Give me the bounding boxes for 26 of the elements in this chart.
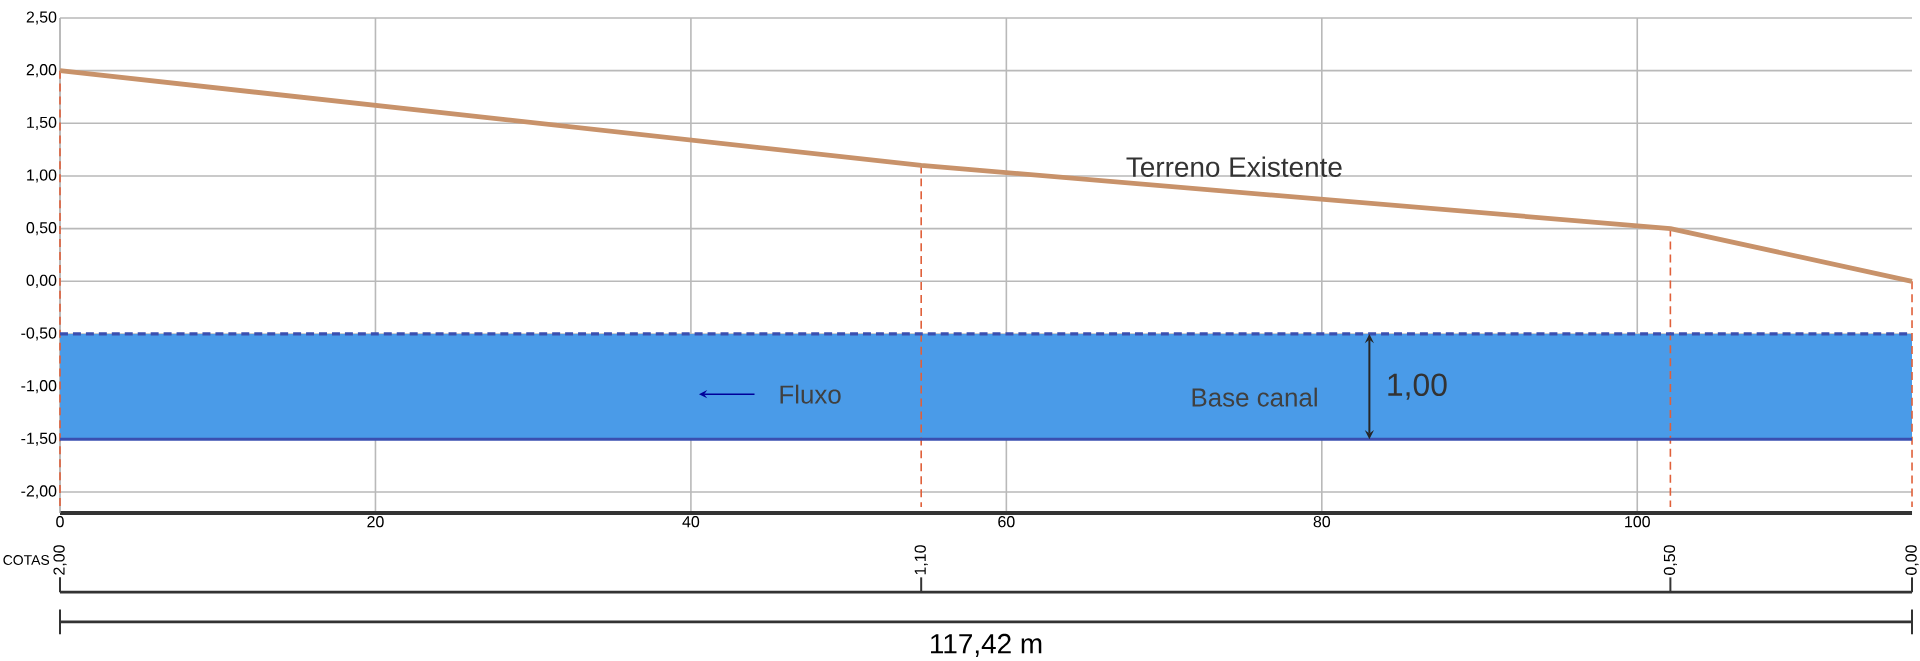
x-tick-label: 100 (1625, 516, 1650, 528)
series-label: Terreno Existente (1126, 156, 1342, 177)
line-series (57, 68, 1915, 284)
y-tick-label: 2,50 (26, 11, 57, 25)
band-label: Base canal (1192, 387, 1317, 407)
x-tick-label: 0 (56, 516, 64, 528)
annotation: 1,00 (1388, 373, 1447, 400)
text: 117,42 m (931, 633, 1042, 657)
y-tick-label: 0,50 (26, 222, 57, 236)
x-tick-label: 60 (998, 516, 1015, 528)
text: 1,10 (914, 545, 928, 575)
y-tick-label: 1,50 (27, 116, 57, 130)
text: 0,00 (1905, 545, 1919, 575)
y-tick-label: 2,00 (26, 64, 57, 78)
y-tick-label: -1,00 (21, 380, 57, 394)
text: 0,50 (1663, 545, 1677, 575)
x-tick-label: 80 (1313, 516, 1331, 528)
x-tick-label: 20 (367, 516, 384, 528)
y-tick-label: -2,00 (21, 485, 57, 499)
text: COTAS (3, 555, 50, 565)
y-tick-label: 0,00 (26, 274, 57, 288)
y-tick-label: -1,50 (21, 432, 57, 446)
y-tick-label: 1,00 (27, 169, 57, 183)
annotation: Fluxo (780, 384, 841, 404)
x-tick-label: 40 (682, 516, 700, 528)
y-tick-label: -0,50 (21, 327, 57, 341)
